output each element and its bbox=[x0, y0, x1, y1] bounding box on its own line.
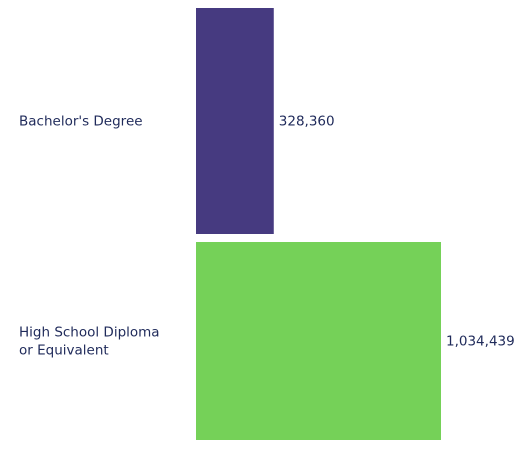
category-label-line: High School Diploma bbox=[19, 325, 160, 341]
value-label-1: 1,034,439 bbox=[446, 334, 515, 350]
bar-0 bbox=[196, 8, 274, 234]
bar-1 bbox=[196, 242, 441, 440]
category-label-line: Bachelor's Degree bbox=[19, 114, 143, 130]
value-label-0: 328,360 bbox=[279, 114, 335, 130]
category-label-line: or Equivalent bbox=[19, 343, 109, 359]
category-label-1: High School Diploma or Equivalent bbox=[19, 325, 160, 359]
category-label-0: Bachelor's Degree bbox=[19, 114, 143, 130]
